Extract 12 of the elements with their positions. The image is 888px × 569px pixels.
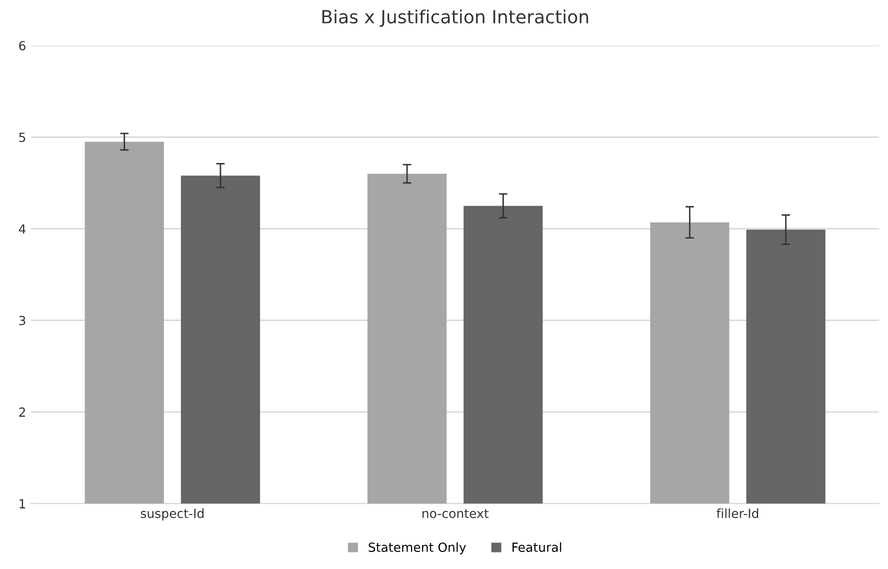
y-tick-label: 2 bbox=[19, 407, 25, 417]
x-tick-label: no-context bbox=[422, 509, 489, 518]
y-tick-label: 3 bbox=[19, 316, 26, 326]
y-tick-label: 4 bbox=[18, 224, 26, 234]
legend-label: Featural bbox=[512, 542, 562, 552]
legend-label: Statement Only bbox=[368, 542, 466, 554]
y-tick-label: 5 bbox=[19, 132, 26, 142]
chart-title: Bias x Justification Interaction bbox=[322, 10, 588, 27]
y-tick-label: 1 bbox=[20, 499, 26, 508]
x-tick-label: suspect-Id bbox=[140, 508, 204, 521]
x-tick-label: filler-Id bbox=[716, 508, 758, 518]
y-tick-label: 6 bbox=[19, 40, 26, 50]
